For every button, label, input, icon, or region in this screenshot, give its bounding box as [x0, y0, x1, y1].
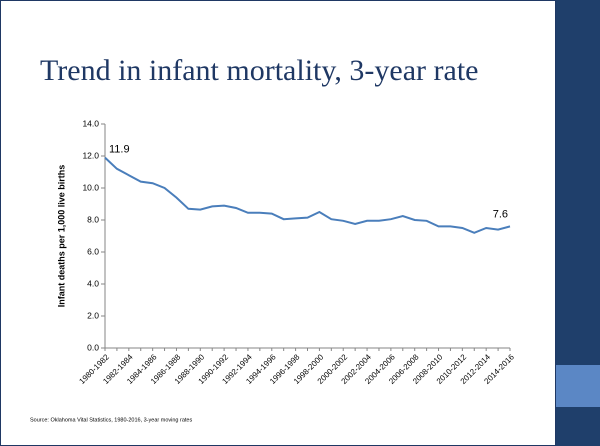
y-tick-label: 4.0: [87, 278, 99, 288]
y-tick-label: 10.0: [82, 182, 99, 192]
y-tick-label: 0.0: [87, 342, 99, 352]
data-label: 11.9: [109, 144, 130, 156]
y-tick-label: 2.0: [87, 310, 99, 320]
data-line: [104, 156, 511, 234]
y-tick-label: 6.0: [87, 246, 99, 256]
y-tick-label: 14.0: [82, 118, 99, 128]
source-note: Source: Oklahoma Vital Statistics, 1980-…: [30, 417, 192, 423]
side-accent: [556, 365, 600, 407]
y-tick-label: 8.0: [87, 214, 99, 224]
data-label: 7.6: [493, 208, 508, 220]
y-tick-label: 12.0: [82, 150, 99, 160]
y-axis-label: Infant deaths per 1,000 live births: [56, 165, 66, 308]
chart-title: Trend in infant mortality, 3-year rate: [40, 54, 479, 87]
